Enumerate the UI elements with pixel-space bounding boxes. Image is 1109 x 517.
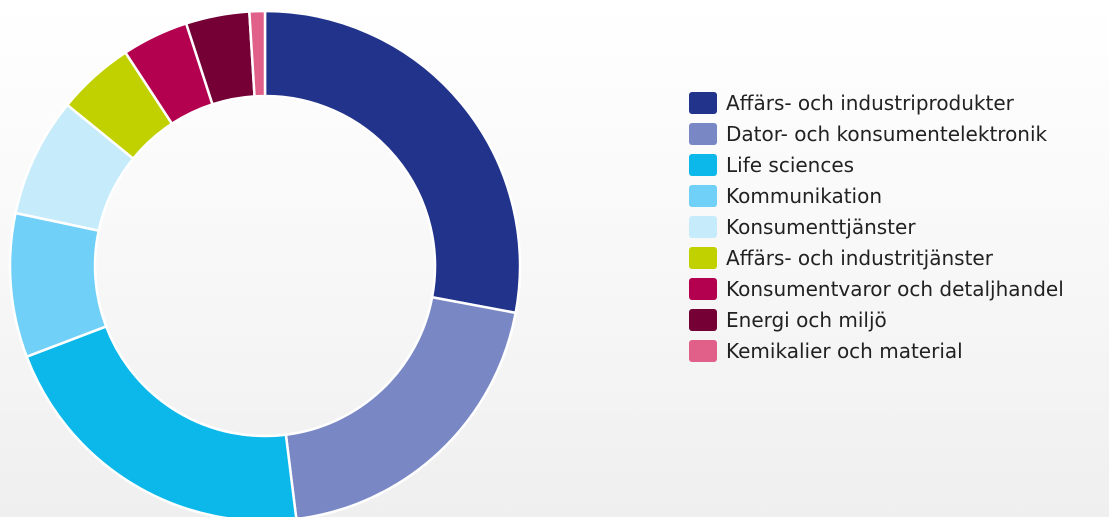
donut-slice-dator-och-konsumentelektronik[interactable] [284, 295, 517, 517]
chart-legend: Affärs- och industriprodukter Dator- och… [689, 87, 1064, 366]
legend-label: Energi och miljö [726, 307, 887, 332]
legend-swatch [689, 308, 717, 331]
legend-item-life-sciences[interactable]: Life sciences [689, 149, 1064, 180]
legend-label: Affärs- och industriprodukter [726, 90, 1014, 115]
legend-swatch [689, 215, 717, 238]
legend-swatch [689, 91, 717, 114]
legend-swatch [689, 246, 717, 269]
legend-item-affars-och-industritjanster[interactable]: Affärs- och industritjänster [689, 242, 1064, 273]
legend-item-konsumentvaror-och-detaljhandel[interactable]: Konsumentvaror och detaljhandel [689, 273, 1064, 304]
legend-item-konsumenttjanster[interactable]: Konsumenttjänster [689, 211, 1064, 242]
legend-swatch [689, 184, 717, 207]
donut-slice-affars-och-industriprodukter[interactable] [263, 9, 522, 315]
legend-item-energi-och-miljo[interactable]: Energi och miljö [689, 304, 1064, 335]
legend-label: Konsumenttjänster [726, 214, 916, 239]
legend-label: Affärs- och industritjänster [726, 245, 993, 270]
legend-item-affars-och-industriprodukter[interactable]: Affärs- och industriprodukter [689, 87, 1064, 118]
legend-swatch [689, 122, 717, 145]
legend-label: Kemikalier och material [726, 338, 963, 363]
legend-item-dator-och-konsumentelektronik[interactable]: Dator- och konsumentelektronik [689, 118, 1064, 149]
legend-swatch [689, 277, 717, 300]
legend-label: Life sciences [726, 152, 855, 177]
legend-swatch [689, 339, 717, 362]
legend-label: Konsumentvaror och detaljhandel [726, 276, 1064, 301]
donut-slice-life-sciences[interactable] [25, 325, 298, 517]
legend-label: Kommunikation [726, 183, 883, 208]
legend-swatch [689, 153, 717, 176]
legend-item-kemikalier-och-material[interactable]: Kemikalier och material [689, 335, 1064, 366]
legend-item-kommunikation[interactable]: Kommunikation [689, 180, 1064, 211]
legend-label: Dator- och konsumentelektronik [726, 121, 1048, 146]
donut-slice-kemikalier-och-material[interactable] [248, 9, 267, 98]
